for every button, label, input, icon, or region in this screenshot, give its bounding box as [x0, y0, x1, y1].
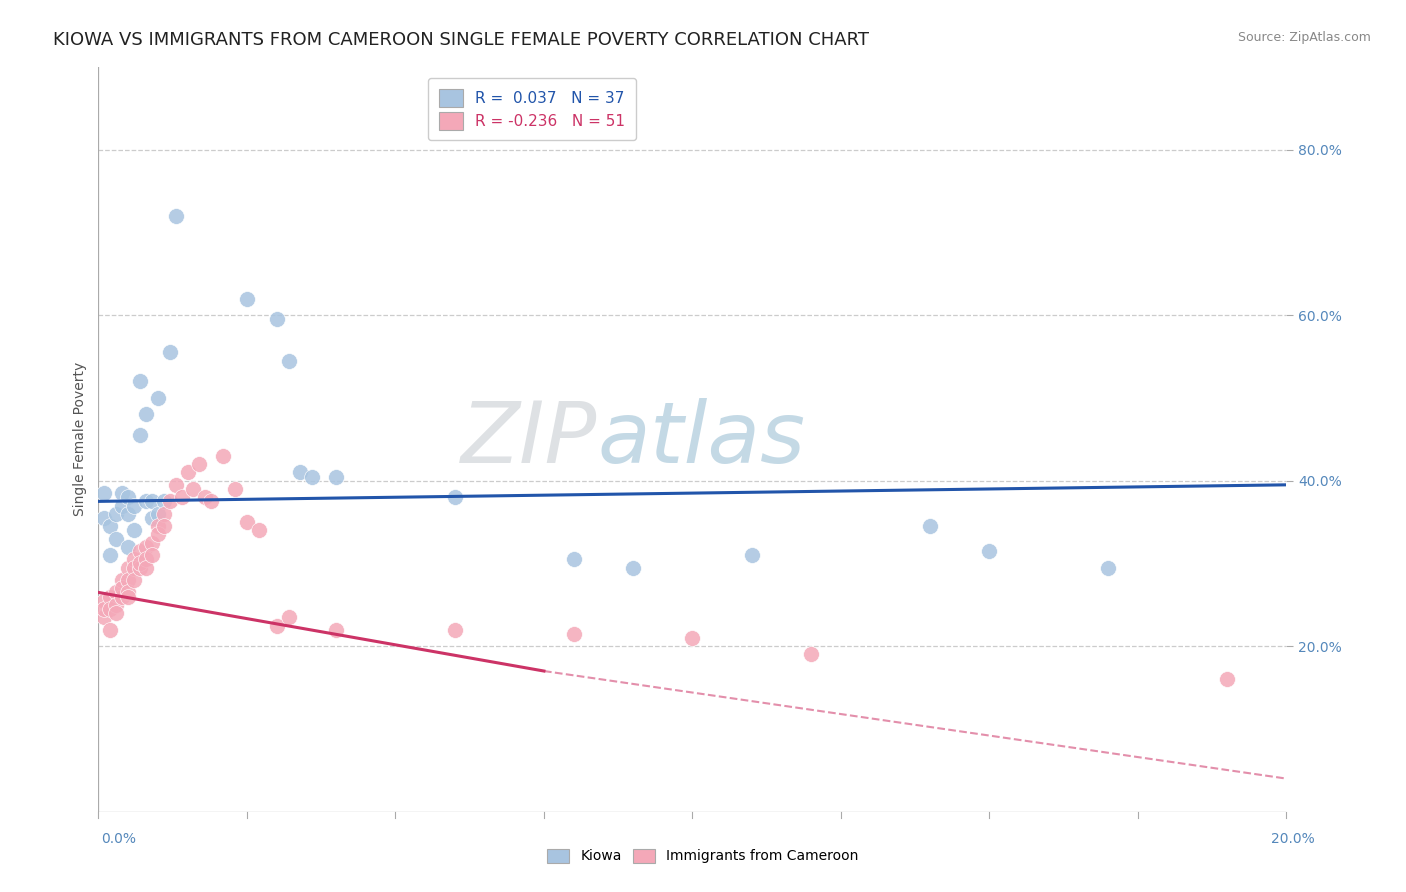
- Point: [105, 507, 128, 521]
- Point: [277, 353, 299, 368]
- Point: [105, 598, 128, 612]
- Point: [266, 312, 288, 326]
- Point: [117, 507, 139, 521]
- Point: [146, 507, 169, 521]
- Point: [152, 494, 174, 508]
- Point: [117, 560, 139, 574]
- Point: [247, 524, 270, 538]
- Point: [129, 375, 152, 389]
- Point: [98, 548, 121, 562]
- Point: [146, 391, 169, 405]
- Point: [681, 631, 703, 645]
- Point: [194, 490, 217, 504]
- Point: [224, 482, 246, 496]
- Point: [111, 582, 134, 596]
- Text: atlas: atlas: [598, 398, 806, 481]
- Point: [105, 532, 128, 546]
- Point: [170, 490, 193, 504]
- Point: [93, 511, 115, 525]
- Point: [105, 585, 128, 599]
- Point: [236, 515, 259, 529]
- Point: [111, 486, 134, 500]
- Point: [135, 408, 157, 422]
- Point: [165, 209, 187, 223]
- Point: [159, 494, 181, 508]
- Point: [135, 540, 157, 554]
- Point: [117, 573, 139, 587]
- Text: ZIP: ZIP: [461, 398, 598, 481]
- Point: [129, 544, 152, 558]
- Y-axis label: Single Female Poverty: Single Female Poverty: [73, 362, 87, 516]
- Point: [325, 469, 347, 483]
- Text: 0.0%: 0.0%: [101, 832, 136, 846]
- Point: [165, 478, 187, 492]
- Point: [236, 292, 259, 306]
- Point: [111, 590, 134, 604]
- Point: [152, 519, 174, 533]
- Point: [122, 560, 145, 574]
- Point: [200, 494, 222, 508]
- Point: [122, 573, 145, 587]
- Point: [111, 499, 134, 513]
- Point: [93, 593, 115, 607]
- Point: [117, 585, 139, 599]
- Point: [105, 606, 128, 620]
- Point: [117, 540, 139, 554]
- Point: [141, 511, 163, 525]
- Legend: Kiowa, Immigrants from Cameroon: Kiowa, Immigrants from Cameroon: [541, 843, 865, 869]
- Point: [443, 490, 465, 504]
- Point: [146, 527, 169, 541]
- Point: [98, 623, 121, 637]
- Point: [183, 482, 205, 496]
- Point: [93, 486, 115, 500]
- Point: [152, 507, 174, 521]
- Point: [1216, 673, 1239, 687]
- Point: [277, 610, 299, 624]
- Point: [141, 535, 163, 549]
- Point: [122, 552, 145, 566]
- Point: [98, 590, 121, 604]
- Point: [98, 602, 121, 616]
- Point: [98, 519, 121, 533]
- Point: [920, 519, 942, 533]
- Point: [93, 602, 115, 616]
- Point: [562, 627, 585, 641]
- Point: [800, 648, 823, 662]
- Point: [562, 552, 585, 566]
- Point: [117, 490, 139, 504]
- Text: KIOWA VS IMMIGRANTS FROM CAMEROON SINGLE FEMALE POVERTY CORRELATION CHART: KIOWA VS IMMIGRANTS FROM CAMEROON SINGLE…: [53, 31, 869, 49]
- Point: [122, 499, 145, 513]
- Text: Source: ZipAtlas.com: Source: ZipAtlas.com: [1237, 31, 1371, 45]
- Point: [325, 623, 347, 637]
- Point: [117, 590, 139, 604]
- Point: [176, 466, 198, 480]
- Point: [188, 457, 211, 471]
- Point: [129, 560, 152, 574]
- Point: [129, 557, 152, 571]
- Point: [266, 618, 288, 632]
- Point: [741, 548, 763, 562]
- Point: [129, 428, 152, 442]
- Point: [443, 623, 465, 637]
- Point: [135, 552, 157, 566]
- Point: [93, 610, 115, 624]
- Point: [301, 469, 323, 483]
- Point: [621, 560, 644, 574]
- Legend: R =  0.037   N = 37, R = -0.236   N = 51: R = 0.037 N = 37, R = -0.236 N = 51: [427, 78, 636, 140]
- Point: [141, 494, 163, 508]
- Point: [135, 494, 157, 508]
- Point: [212, 449, 235, 463]
- Point: [135, 560, 157, 574]
- Point: [290, 466, 312, 480]
- Point: [111, 573, 134, 587]
- Point: [122, 524, 145, 538]
- Text: 20.0%: 20.0%: [1271, 832, 1315, 846]
- Point: [159, 345, 181, 359]
- Point: [141, 548, 163, 562]
- Point: [979, 544, 1001, 558]
- Point: [1097, 560, 1119, 574]
- Point: [146, 519, 169, 533]
